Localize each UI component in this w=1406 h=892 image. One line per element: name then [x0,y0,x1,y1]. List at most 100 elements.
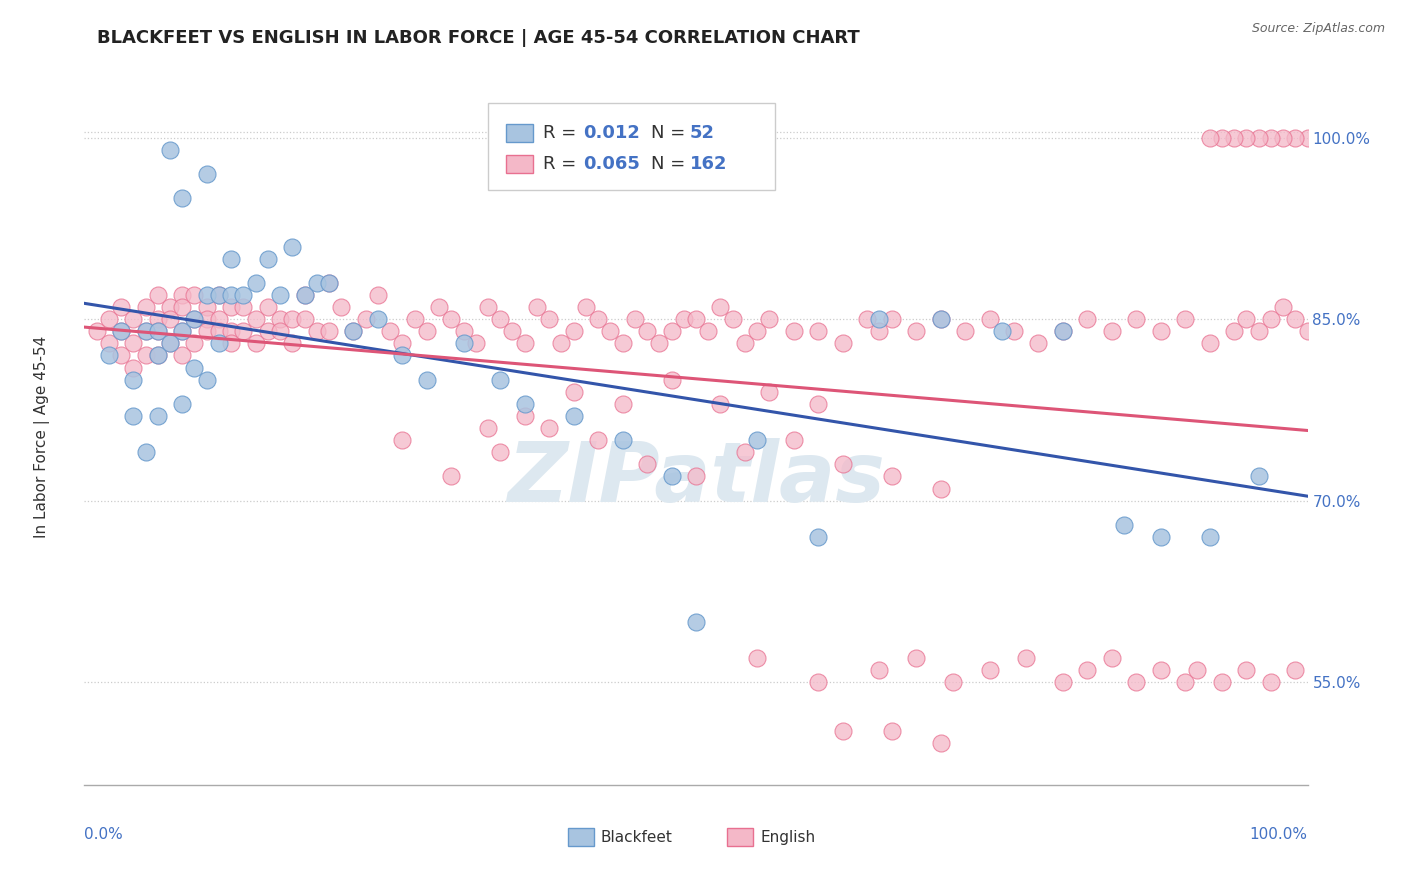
Text: R =: R = [543,124,582,142]
Point [489,373,512,387]
Point [586,312,609,326]
Point [159,300,181,314]
Point [562,384,585,399]
Point [257,252,280,266]
Point [159,143,181,157]
Point [661,373,683,387]
Point [330,300,353,314]
Point [122,336,145,351]
Point [599,324,621,338]
Point [1028,336,1050,351]
Point [513,336,536,351]
Point [1272,300,1295,314]
Point [953,324,976,338]
Point [122,373,145,387]
Point [232,288,254,302]
Point [747,324,769,338]
Point [734,336,756,351]
Point [294,312,316,326]
Point [1198,336,1220,351]
Point [195,288,218,302]
Point [440,469,463,483]
Point [269,288,291,302]
Point [281,336,304,351]
Point [831,458,853,472]
Point [880,469,903,483]
Point [513,397,536,411]
Point [97,348,120,362]
Point [929,312,952,326]
Point [747,651,769,665]
Text: N =: N = [651,124,690,142]
Point [135,445,157,459]
Point [159,312,181,326]
Text: ZIPatlas: ZIPatlas [508,438,884,519]
Text: Source: ZipAtlas.com: Source: ZipAtlas.com [1251,22,1385,36]
Point [1150,324,1173,338]
FancyBboxPatch shape [568,828,595,847]
Point [685,469,707,483]
Point [1211,675,1233,690]
Point [1236,130,1258,145]
Point [1052,324,1074,338]
Text: 0.0%: 0.0% [84,827,124,842]
Point [758,384,780,399]
Point [685,312,707,326]
Point [636,324,658,338]
Point [489,312,512,326]
Point [183,360,205,375]
Point [440,312,463,326]
Point [685,615,707,629]
Point [807,530,830,544]
Point [172,288,194,302]
FancyBboxPatch shape [506,124,533,142]
Point [342,324,364,338]
Point [709,397,731,411]
Point [146,348,169,362]
Point [1223,130,1246,145]
Point [110,348,132,362]
Point [1076,312,1098,326]
Point [257,324,280,338]
Point [1101,324,1123,338]
Point [183,312,205,326]
Point [586,433,609,447]
Point [342,324,364,338]
Point [219,324,242,338]
Point [257,300,280,314]
Point [648,336,671,351]
Point [697,324,720,338]
Point [905,651,928,665]
Point [135,324,157,338]
Point [1150,663,1173,677]
Point [416,324,439,338]
Point [269,312,291,326]
Point [354,312,377,326]
Point [636,458,658,472]
Point [477,421,499,435]
Point [1114,517,1136,532]
Point [1052,324,1074,338]
Point [747,433,769,447]
Point [97,336,120,351]
Text: 162: 162 [690,154,727,173]
Point [1236,663,1258,677]
Point [367,288,389,302]
Point [183,288,205,302]
Point [391,348,413,362]
Point [183,312,205,326]
Point [929,736,952,750]
Point [318,276,340,290]
Point [208,324,231,338]
Point [869,324,891,338]
Text: 0.012: 0.012 [583,124,640,142]
Point [146,288,169,302]
Point [1223,324,1246,338]
Point [135,348,157,362]
FancyBboxPatch shape [727,828,754,847]
Point [1101,651,1123,665]
Point [942,675,965,690]
Point [219,252,242,266]
Point [391,336,413,351]
Point [135,300,157,314]
